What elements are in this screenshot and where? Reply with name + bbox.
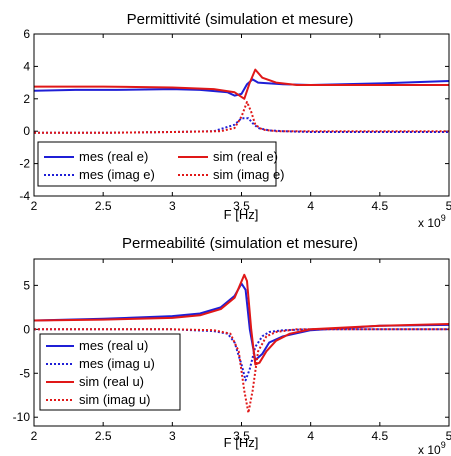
permittivity-x-tick-label: 3 — [169, 199, 176, 213]
legend-label-sim-imag-u: sim (imag u) — [79, 392, 151, 407]
permeability-x-tick-label: 5 — [446, 429, 451, 443]
permeability-x-axis-label: F [Hz] — [224, 435, 259, 450]
permittivity-x-tick-labels: 2 2.5 3 3.5 4 4.5 5 — [31, 199, 451, 213]
permittivity-y-tick-label: 2 — [23, 92, 30, 106]
permeability-axes-box — [33, 258, 450, 427]
permeability-y-tick-label: 0 — [23, 322, 30, 336]
permittivity-axes-box — [33, 33, 450, 197]
legend-label-mes-real-u: mes (real u) — [79, 338, 148, 353]
permeability-y-tick-label: -5 — [19, 366, 30, 380]
permeability-y-tick-labels: -10 -5 0 5 — [13, 278, 31, 424]
permeability-x-tick-label: 2 — [31, 429, 38, 443]
permittivity-y-tick-labels: -4 -2 0 2 4 6 — [19, 27, 30, 203]
permeability-x-multiplier: x 109 — [418, 440, 446, 456]
legend-label-mes-imag-e: mes (imag e) — [79, 167, 155, 182]
permittivity-y-tick-label: 0 — [23, 124, 30, 138]
series-line-sim-real-e — [34, 68, 449, 100]
permeability-x-tick-label: 3.5 — [233, 429, 250, 443]
legend-label-mes-real-e: mes (real e) — [79, 149, 148, 164]
legend-label-sim-real-u: sim (real u) — [79, 374, 144, 389]
permittivity-x-tick-label: 4.5 — [371, 199, 388, 213]
series-line-mes-imag-e — [34, 117, 449, 134]
permittivity-legend: mes (real e) mes (imag e) sim (real e) s… — [37, 141, 285, 187]
legend-label-sim-imag-e: sim (imag e) — [213, 167, 285, 182]
permeability-title: Permeabilité (simulation et mesure) — [122, 235, 358, 252]
permeability-x-tick-label: 3 — [169, 429, 176, 443]
series-line-sim-real-u — [33, 273, 450, 366]
permittivity-x-multiplier: x 109 — [418, 213, 446, 230]
permittivity-x-tick-label: 4 — [307, 199, 314, 213]
permeability-plot-area — [33, 259, 450, 426]
permeability-chart: Permeabilité (simulation et mesure) 2 2.5… — [13, 235, 451, 456]
permittivity-y-tick-label: -4 — [19, 189, 30, 203]
permeability-x-tick-labels: 2 2.5 3 3.5 4 4.5 5 — [31, 429, 451, 443]
permittivity-plot-area — [33, 33, 450, 197]
permittivity-x-tick-label: 2.5 — [95, 199, 112, 213]
permittivity-title: Permittivité (simulation et mesure) — [127, 11, 354, 28]
permittivity-y-tick-label: 6 — [23, 27, 30, 41]
series-line-sim-imag-e — [34, 101, 449, 134]
permeability-y-tick-label: -10 — [13, 410, 31, 424]
permeability-y-tick-label: 5 — [23, 278, 30, 292]
permeability-legend: mes (real u) mes (imag u) sim (real u) s… — [39, 333, 181, 411]
legend-label-sim-real-e: sim (real e) — [213, 149, 278, 164]
permittivity-x-tick-label: 5 — [446, 199, 451, 213]
permeability-x-tick-label: 4.5 — [371, 429, 388, 443]
series-line-sim-imag-u — [34, 328, 449, 414]
permittivity-y-tick-label: -2 — [19, 157, 30, 171]
permittivity-chart: Permittivité (simulation et mesure) 2 2.5… — [19, 11, 451, 230]
permittivity-x-axis-label: F [Hz] — [224, 207, 259, 222]
permeability-x-tick-label: 4 — [307, 429, 314, 443]
legend-label-mes-imag-u: mes (imag u) — [79, 356, 155, 371]
permeability-x-tick-label: 2.5 — [95, 429, 112, 443]
permittivity-x-tick-label: 2 — [31, 199, 38, 213]
permittivity-y-tick-label: 4 — [23, 59, 30, 73]
permittivity-x-tick-label: 3.5 — [233, 199, 250, 213]
permittivity-legend-box — [37, 141, 277, 187]
